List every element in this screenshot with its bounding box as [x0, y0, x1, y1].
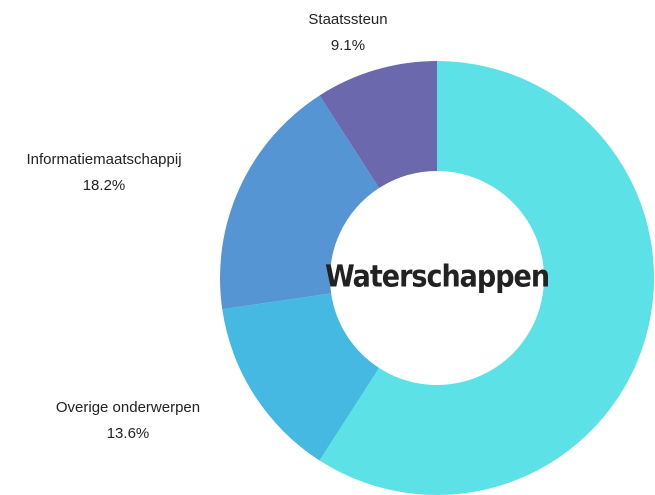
segment-value-label: 18.2%	[83, 177, 126, 194]
donut-segment	[222, 293, 380, 461]
donut-segment	[319, 61, 654, 495]
segment-label: Staatssteun	[308, 11, 387, 28]
segment-value-label: 9.1%	[331, 37, 365, 54]
donut-segment	[319, 61, 437, 189]
center-label: Waterschappen	[325, 260, 549, 295]
segment-label: Overige onderwerpen	[56, 399, 200, 416]
segment-label: Informatiemaatschappij	[26, 151, 181, 168]
donut-segment	[220, 95, 380, 310]
segment-value-label: 13.6%	[107, 425, 150, 442]
